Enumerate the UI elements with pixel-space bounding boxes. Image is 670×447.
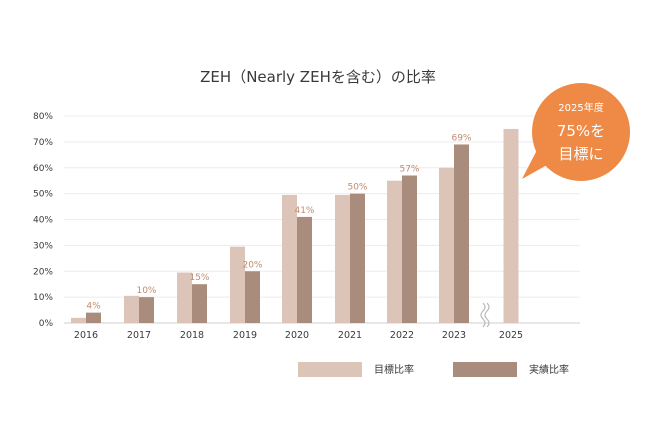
x-tick-label: 2019 [233,330,257,341]
actual-bar [297,216,312,323]
x-tick-label: 2016 [74,330,98,341]
y-tick-label: 80% [33,112,53,122]
legend-label: 実績比率 [529,363,569,376]
actual-data-label: 15% [189,273,209,283]
x-tick-label: 2018 [180,330,204,341]
y-tick-label: 70% [33,138,53,148]
actual-data-label: 20% [242,260,262,270]
callout-line-2: 75%を [557,122,605,140]
x-tick-label: 2020 [285,330,309,341]
y-tick-label: 40% [33,216,53,226]
axis-break-icon [480,302,490,328]
y-axis-ticks: 0% 10% 20% 30% 40% 50% 60% 70% 80% [33,112,53,329]
target-bar [71,317,86,323]
actual-bar [245,271,260,323]
chart-title: ZEH（Nearly ZEHを含む）の比率 [200,68,436,86]
actual-data-label: 50% [347,183,367,193]
y-tick-label: 30% [33,241,53,251]
target-bar [387,180,402,323]
axis-break-squiggle-icon [484,302,490,328]
legend: 目標比率 実績比率 [298,362,569,377]
callout-line-1: 2025年度 [558,101,603,114]
target-bar [230,246,245,323]
actual-bar [350,193,365,323]
actual-data-label: 10% [136,286,156,296]
actual-bar [139,297,154,323]
bars [71,128,519,323]
target-bar [124,295,139,323]
legend-swatch [298,362,362,377]
actual-bar [86,312,101,323]
y-tick-label: 60% [33,164,53,174]
actual-data-label: 4% [86,302,101,312]
x-tick-label: 2021 [338,330,362,341]
actual-data-label: 57% [399,165,419,175]
y-tick-label: 50% [33,190,53,200]
y-tick-label: 20% [33,267,53,277]
y-tick-label: 0% [39,319,54,329]
legend-swatch [453,362,517,377]
callout-circle [532,83,630,181]
target-bar [439,167,454,323]
actual-data-label: 41% [294,206,314,216]
x-tick-label: 2022 [390,330,414,341]
target-bar [282,194,297,323]
actual-bar [402,175,417,323]
actual-bar [192,284,207,323]
actual-data-label: 69% [451,133,471,143]
target-bar [177,272,192,323]
x-tick-label: 2023 [442,330,466,341]
x-tick-label: 2017 [127,330,151,341]
target-bar [503,128,519,323]
legend-label: 目標比率 [374,363,414,376]
axis-break-squiggle-icon [480,302,486,328]
data-labels: 4% 10% 15% 20% 41% 50% 57% 69% [86,133,472,311]
target-bar [335,194,350,323]
callout-line-3: 目標に [558,145,603,163]
y-tick-label: 10% [33,293,53,303]
x-tick-label: 2025 [499,330,523,341]
actual-bar [454,144,469,323]
x-axis-ticks: 2016 2017 2018 2019 2020 2021 2022 2023 2025 [74,330,523,341]
